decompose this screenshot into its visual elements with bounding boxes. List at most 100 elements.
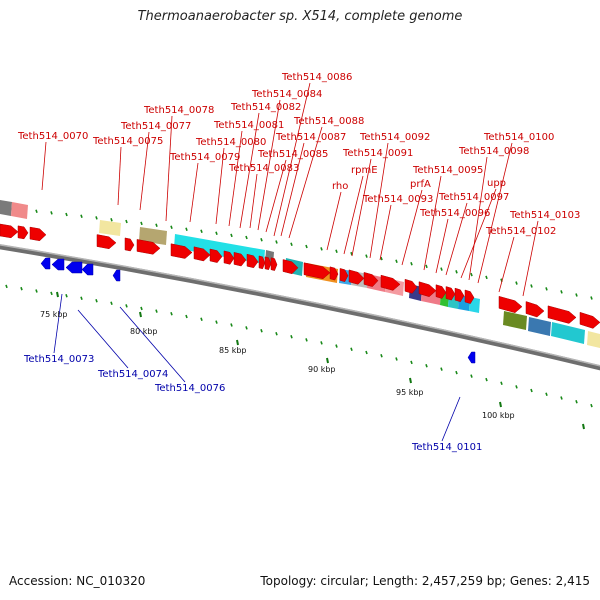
label-leader-line [369, 142, 389, 259]
genome-backbone [0, 244, 600, 371]
forward-gene-label: Teth514_0075 [92, 136, 163, 147]
tick-mark [575, 400, 578, 404]
label-leader-line [522, 220, 539, 297]
tick-mark [50, 291, 53, 296]
label-leader-line [273, 82, 311, 237]
tick-mark [380, 256, 383, 261]
forward-gene-arrow [270, 257, 278, 271]
reverse-gene-arrow [40, 257, 51, 270]
feature-block [551, 322, 585, 344]
forward-gene-arrow [329, 266, 339, 281]
label-leader-line [77, 309, 129, 369]
reverse-gene-arrow [112, 269, 121, 282]
feature-block [503, 311, 527, 330]
tick-mark [335, 344, 338, 348]
forward-gene-label: Teth514_0079 [169, 152, 240, 163]
tick-mark [365, 254, 368, 258]
tick-mark [530, 388, 533, 393]
tick-mark [155, 309, 158, 313]
forward-gene-label: Teth514_0096 [419, 208, 490, 219]
forward-gene-arrow [193, 246, 211, 262]
forward-gene-label: Teth514_0103 [509, 210, 580, 221]
label-leader-line [326, 191, 342, 251]
tick-mark [290, 335, 293, 339]
tick-mark [455, 270, 458, 274]
feature-block [99, 220, 121, 236]
forward-gene-label: rpmE [351, 165, 378, 176]
tick-mark [110, 217, 113, 222]
tick-mark [500, 381, 503, 385]
tick-mark [530, 284, 533, 288]
tick-mark [470, 374, 473, 378]
reverse-gene-arrow [467, 351, 476, 364]
forward-gene-label: Teth514_0095 [412, 165, 483, 176]
tick-mark [560, 396, 563, 400]
forward-gene-arrow [246, 253, 259, 269]
tick-mark [65, 294, 68, 298]
forward-gene-arrow [17, 225, 29, 240]
forward-gene-arrow [339, 268, 349, 282]
major-tick-mark [139, 311, 142, 318]
forward-gene-label: Teth514_0082 [230, 102, 301, 113]
tick-mark [305, 244, 308, 249]
scale-label: 95 kbp [396, 388, 424, 397]
major-tick-mark [582, 423, 585, 430]
tick-mark [515, 385, 518, 389]
forward-gene-arrow [498, 295, 523, 313]
tick-mark [230, 233, 233, 238]
forward-gene-arrow [579, 311, 600, 329]
scale-label: 80 kbp [130, 327, 158, 336]
label-leader-line [53, 293, 63, 354]
forward-gene-arrows [0, 223, 600, 329]
tick-mark [125, 304, 128, 308]
tick-mark [365, 350, 368, 355]
tick-mark [425, 363, 428, 368]
tick-mark [440, 367, 443, 371]
forward-gene-arrow [258, 255, 266, 270]
tick-mark [395, 357, 398, 361]
label-leader-line [215, 147, 225, 225]
reverse-gene-label: Teth514_0074 [97, 369, 168, 380]
label-leader-line [379, 204, 392, 261]
accession-text: Accession: NC_010320 [9, 574, 146, 588]
tick-mark [545, 287, 548, 291]
forward-gene-label: Teth514_0087 [275, 132, 346, 143]
tick-mark [275, 332, 278, 336]
tick-mark [290, 242, 293, 246]
major-tick-mark [236, 339, 239, 346]
forward-gene-label: Teth514_0097 [438, 192, 509, 203]
tick-mark [410, 360, 413, 365]
label-leader-line [441, 396, 461, 442]
tick-mark [140, 306, 143, 311]
scale-label: 85 kbp [219, 346, 247, 355]
tick-mark [170, 225, 173, 229]
scale-label: 90 kbp [308, 365, 336, 374]
tick-mark [65, 212, 68, 217]
tick-mark [245, 326, 248, 330]
forward-gene-arrow [303, 262, 331, 280]
forward-gene-label: Teth514_0077 [120, 121, 191, 132]
forward-gene-label: Teth514_0088 [293, 116, 364, 127]
label-leader-lines [41, 82, 539, 442]
forward-gene-label: Teth514_0081 [213, 120, 284, 131]
reverse-gene-arrow [51, 258, 65, 271]
forward-gene-arrow [29, 226, 47, 242]
tick-mark [80, 214, 83, 218]
tick-mark [410, 262, 413, 266]
tick-marks [5, 206, 593, 430]
forward-gene-arrow [380, 274, 401, 291]
feature-block [139, 227, 167, 245]
tick-mark [560, 290, 563, 294]
label-leader-line [117, 146, 122, 206]
label-leader-line [265, 159, 287, 233]
forward-gene-arrow [418, 281, 437, 297]
label-leader-line [239, 112, 260, 229]
tick-mark [200, 229, 203, 233]
forward-gene-arrow [170, 243, 193, 259]
label-leader-line [351, 158, 372, 257]
forward-gene-label: Teth514_0091 [342, 148, 413, 159]
tick-mark [485, 275, 488, 280]
forward-gene-arrow [0, 223, 19, 239]
